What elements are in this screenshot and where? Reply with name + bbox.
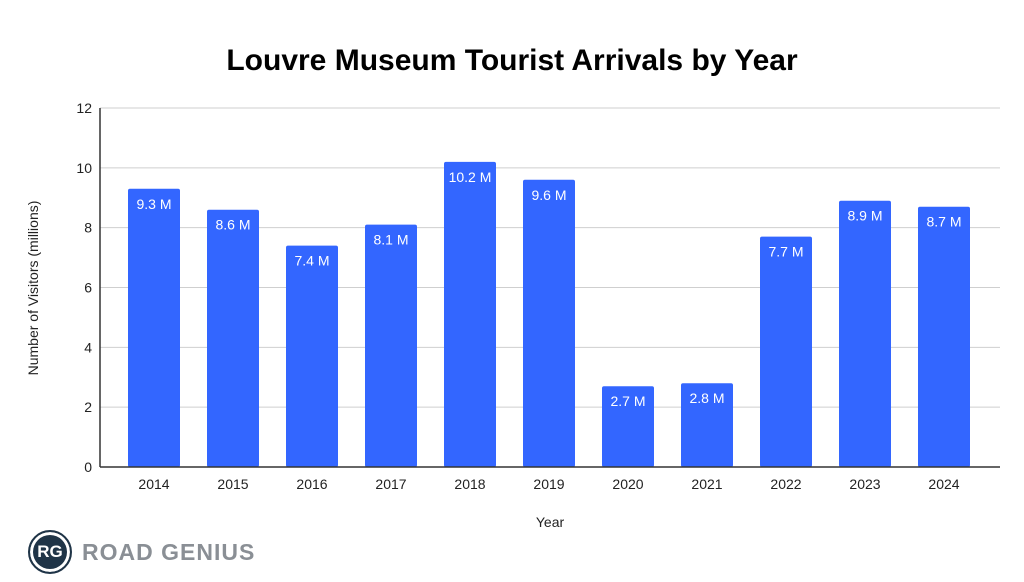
bar <box>839 200 891 467</box>
x-tick-label: 2020 <box>612 476 643 492</box>
x-tick-label: 2015 <box>217 476 248 492</box>
data-label: 2.8 M <box>689 390 724 406</box>
data-label: 2.7 M <box>610 393 645 409</box>
chart-title: Louvre Museum Tourist Arrivals by Year <box>226 44 798 77</box>
bar <box>760 236 812 467</box>
data-label: 8.6 M <box>215 217 250 233</box>
x-tick-label: 2021 <box>691 476 722 492</box>
bar <box>523 179 575 468</box>
data-label: 9.6 M <box>531 187 566 203</box>
x-tick-label: 2016 <box>296 476 327 492</box>
bar <box>918 206 970 467</box>
y-tick-label: 6 <box>84 280 92 296</box>
y-tick-label: 0 <box>84 459 92 475</box>
bar <box>602 386 654 467</box>
data-label: 7.7 M <box>768 244 803 260</box>
bar <box>681 383 733 467</box>
x-tick-label: 2023 <box>849 476 880 492</box>
bar <box>365 224 417 467</box>
bar <box>207 209 259 467</box>
data-label: 7.4 M <box>294 253 329 269</box>
data-label: 10.2 M <box>449 169 492 185</box>
data-label: 9.3 M <box>136 196 171 212</box>
y-tick-label: 10 <box>76 160 92 176</box>
y-tick-label: 4 <box>84 339 92 355</box>
x-tick-label: 2022 <box>770 476 801 492</box>
y-tick-label: 12 <box>76 100 92 116</box>
data-label: 8.9 M <box>847 208 882 224</box>
y-tick-label: 2 <box>84 399 92 415</box>
road-genius-logo: RG ROAD GENIUS <box>28 530 255 574</box>
data-label: 8.7 M <box>926 214 961 230</box>
data-label: 8.1 M <box>373 232 408 248</box>
bar <box>128 188 180 467</box>
x-tick-label: 2019 <box>533 476 564 492</box>
x-tick-label: 2018 <box>454 476 485 492</box>
y-tick-label: 8 <box>84 220 92 236</box>
x-tick-label: 2014 <box>138 476 169 492</box>
x-axis-label: Year <box>535 514 565 530</box>
bar <box>286 245 338 467</box>
x-tick-label: 2017 <box>375 476 406 492</box>
logo-text: ROAD GENIUS <box>82 538 256 565</box>
x-tick-label: 2024 <box>928 476 959 492</box>
bar <box>444 161 496 467</box>
logo-badge: RG <box>28 530 72 574</box>
